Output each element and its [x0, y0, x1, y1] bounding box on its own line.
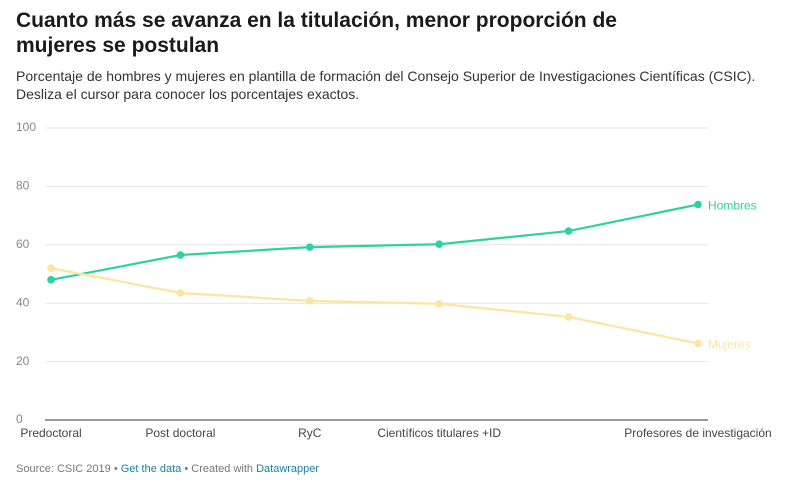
y-tick-label: 0 [16, 412, 23, 426]
x-tick-label: Post doctoral [145, 426, 215, 440]
subtitle: Desliza el cursor para conocer los porce… [16, 86, 360, 102]
series-label: Mujeres [708, 338, 751, 352]
series-line [50, 203, 699, 281]
subtitle: Porcentaje de hombres y mujeres en plant… [16, 68, 756, 84]
data-point [176, 251, 185, 259]
data-point [694, 200, 702, 209]
y-tick-label: 20 [16, 354, 30, 368]
credit: • Created with [181, 463, 256, 475]
x-tick-label: Científicos titulares +ID [377, 426, 501, 440]
x-tick-label: Predoctoral [20, 426, 81, 440]
data-point [694, 339, 702, 348]
data-point [435, 240, 444, 249]
y-tick-label: 100 [16, 120, 36, 134]
separator: • [111, 463, 121, 475]
chart-title: Cuanto más se avanza en la titulación, m… [16, 9, 617, 57]
data-point [47, 264, 55, 272]
y-tick-label: 80 [16, 179, 30, 193]
source: Source: CSIC 2019 [16, 463, 111, 475]
data-point [306, 297, 314, 305]
series-label: Hombres [708, 199, 757, 213]
series-line [50, 267, 699, 345]
datawrapper-link[interactable]: Datawrapper [256, 463, 319, 475]
data-point [435, 299, 444, 308]
data-point [564, 313, 573, 321]
data-point [564, 227, 573, 235]
footer: Source: CSIC 2019 • Get the data • Creat… [16, 463, 319, 475]
x-tick-label: Profesores de investigación [624, 426, 771, 440]
y-tick-label: 40 [16, 295, 30, 309]
data-point [306, 243, 314, 251]
get-data-link[interactable]: Get the data [121, 463, 182, 475]
y-tick-label: 60 [16, 237, 30, 251]
x-tick-label: RyC [298, 426, 322, 440]
data-point [47, 276, 55, 284]
data-point [176, 289, 185, 297]
